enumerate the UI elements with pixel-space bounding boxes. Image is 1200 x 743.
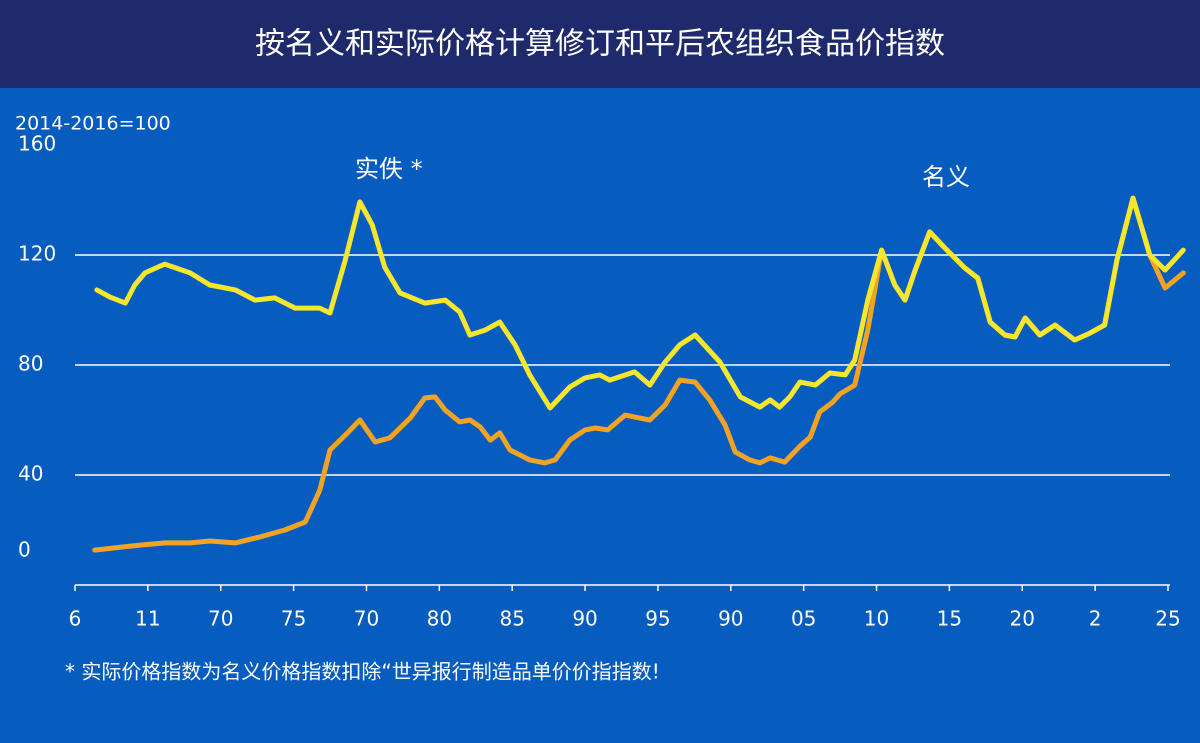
x-tick-label: 25: [1155, 607, 1180, 631]
x-tick-label: 75: [281, 607, 306, 631]
x-tick-label: 15: [937, 607, 962, 631]
y-tick-label: 160: [18, 132, 56, 156]
x-tick-label: 70: [208, 607, 233, 631]
x-tick-label: 11: [135, 607, 160, 631]
x-tick-label: 6: [69, 607, 82, 631]
chart-title: 按名义和实际价格计算修订和平后农组织食品价指数: [255, 27, 945, 62]
footnote: * 实际价格指数为名义价格指数扣除“世异报行制造品单价价指指数!: [65, 660, 660, 684]
x-tick-label: 05: [791, 607, 816, 631]
x-tick-label: 20: [1010, 607, 1035, 631]
series-label: 实佚 *: [355, 155, 423, 183]
x-tick-label: 10: [864, 607, 889, 631]
x-tick-label: 80: [427, 607, 452, 631]
x-tick-label: 85: [499, 607, 524, 631]
y-tick-label: 80: [18, 352, 43, 376]
y-tick-label: 0: [18, 538, 31, 562]
x-tick-label: 2: [1089, 607, 1102, 631]
x-tick-label: 90: [718, 607, 743, 631]
title-bar: [0, 0, 1200, 88]
x-tick-label: 90: [572, 607, 597, 631]
y-axis-label: 2014-2016=100: [15, 113, 171, 135]
y-tick-label: 40: [18, 462, 43, 486]
y-tick-label: 120: [18, 242, 56, 266]
x-tick-label: 95: [645, 607, 670, 631]
x-tick-label: 70: [354, 607, 379, 631]
series-line: [94, 195, 1186, 411]
series-label: 名义: [922, 163, 970, 191]
